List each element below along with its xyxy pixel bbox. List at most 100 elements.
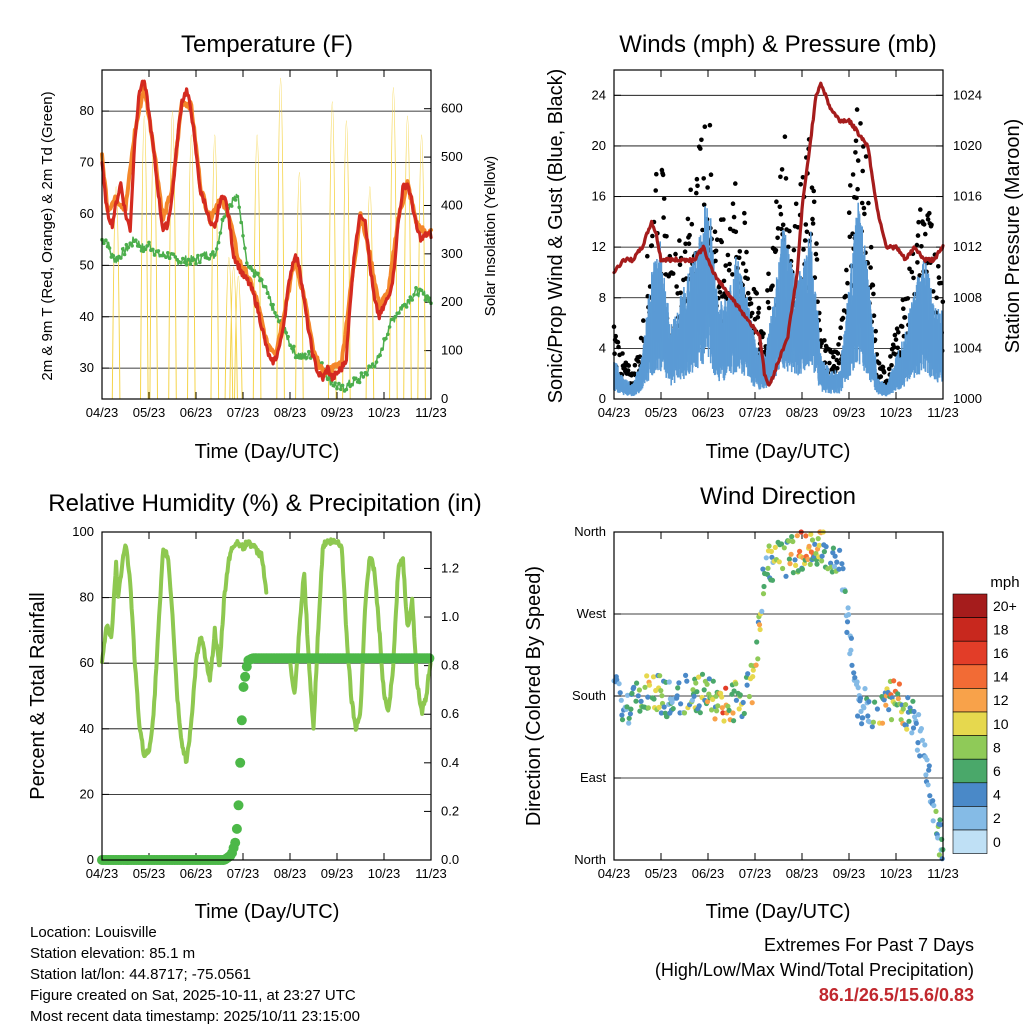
direction-point (715, 703, 721, 709)
gust-point (619, 372, 625, 378)
direction-point (805, 556, 811, 563)
winds-marks: 0 4 8 12 16 20 24 1000 1004 1008 1012 1016 1020 1024 0… (592, 69, 982, 420)
gust-point (848, 183, 853, 188)
dewpoint-point (196, 253, 200, 258)
direction-point (634, 680, 640, 686)
direction-point (927, 793, 933, 799)
gust-point (730, 201, 736, 206)
humidity-ylabel: Percent & Total Rainfall (27, 592, 49, 800)
legend-label: 14 (993, 669, 1009, 685)
x-tick-label: 10/23 (880, 405, 913, 420)
legend-swatch (952, 640, 988, 666)
plot-frame (613, 531, 944, 861)
legend-label: 18 (993, 621, 1009, 637)
direction-point (696, 703, 702, 709)
gust-point (670, 271, 676, 276)
direction-point (636, 687, 643, 693)
dewpoint-point (421, 292, 426, 296)
dewpoint-point (216, 240, 221, 245)
y-tick-label: 50 (80, 257, 94, 272)
legend-label: 0 (993, 834, 1001, 850)
direction-point (651, 696, 657, 702)
station-info: Location: Louisville Station elevation: … (30, 922, 360, 1027)
direction-point (759, 608, 765, 615)
x-tick-label: 06/23 (180, 405, 213, 420)
plot-frame (101, 531, 432, 861)
direction-point (691, 693, 697, 699)
x-tick-label: 08/23 (274, 405, 307, 420)
direction-point (704, 681, 710, 687)
direction-point (816, 542, 822, 549)
gust-point (837, 335, 843, 341)
direction-point (756, 622, 763, 628)
gust-point (700, 227, 705, 233)
direction-point (750, 674, 756, 680)
direction-point (912, 714, 918, 720)
direction-point (768, 548, 775, 555)
direction-point (670, 706, 676, 712)
gust-point (745, 276, 750, 282)
gust-point (674, 284, 679, 289)
gust-point (801, 247, 806, 252)
direction-point (840, 566, 846, 572)
dewpoint-point (184, 263, 189, 267)
direction-point (858, 708, 864, 715)
recent-text: Most recent data timestamp: 2025/10/11 2… (30, 1008, 360, 1025)
gust-point (831, 363, 837, 369)
y2-tick-label: 0.0 (441, 852, 459, 867)
dewpoint-point (188, 262, 193, 266)
gust-point (761, 331, 766, 336)
legend-swatch (952, 593, 988, 618)
dewpoint-point (271, 302, 275, 307)
y-tick-label: 16 (592, 189, 606, 204)
temperature-panel: Temperature (F) Time (Day/UTC) 2m & 9m T… (39, 31, 499, 463)
y-tick-label: 60 (80, 655, 94, 670)
gust-point (871, 313, 877, 319)
y-tick-label: 60 (80, 206, 94, 221)
direction-point (819, 558, 825, 564)
direction-point (787, 561, 793, 567)
gust-point (755, 315, 761, 320)
dewpoint-point (111, 253, 116, 258)
dewpoint-point (333, 381, 337, 385)
dewpoint-point (369, 365, 373, 369)
gust-point (778, 211, 784, 217)
y-tick-label: 30 (80, 360, 94, 375)
gust-point (836, 342, 841, 347)
direction-point (837, 547, 843, 553)
direction-point (869, 724, 875, 730)
x-tick-label: 05/23 (133, 866, 166, 881)
direction-point (628, 706, 634, 712)
direction-point (637, 708, 643, 714)
gust-point (880, 364, 886, 370)
y2-tick-label: 1.2 (441, 560, 459, 575)
dewpoint-point (350, 382, 354, 387)
direction-point (760, 566, 766, 572)
gust-point (917, 273, 922, 278)
gust-point (664, 234, 669, 239)
dewpoint-point (372, 365, 377, 369)
y-tick-label: 80 (80, 590, 94, 605)
gust-point (695, 183, 700, 189)
direction-point (754, 639, 760, 645)
direction-point (790, 570, 797, 576)
gust-point (650, 233, 655, 239)
dewpoint-point (173, 255, 178, 259)
dewpoint-point (427, 296, 431, 300)
y2-tick-label: 1020 (953, 138, 982, 153)
gust-point (840, 315, 846, 321)
direction-point (733, 681, 739, 687)
gust-point (936, 275, 942, 280)
y2-tick-label: 300 (441, 246, 463, 261)
gust-point (727, 261, 732, 267)
gust-point (775, 226, 781, 231)
direction-point (842, 588, 848, 595)
direction-point (694, 689, 700, 695)
gust-point (868, 244, 874, 250)
gust-point (934, 295, 939, 301)
direction-point (697, 710, 703, 716)
dewpoint-point (201, 252, 206, 257)
direction-point (846, 612, 852, 618)
y-tick-label: 12 (592, 239, 606, 254)
direction-point (710, 696, 716, 703)
